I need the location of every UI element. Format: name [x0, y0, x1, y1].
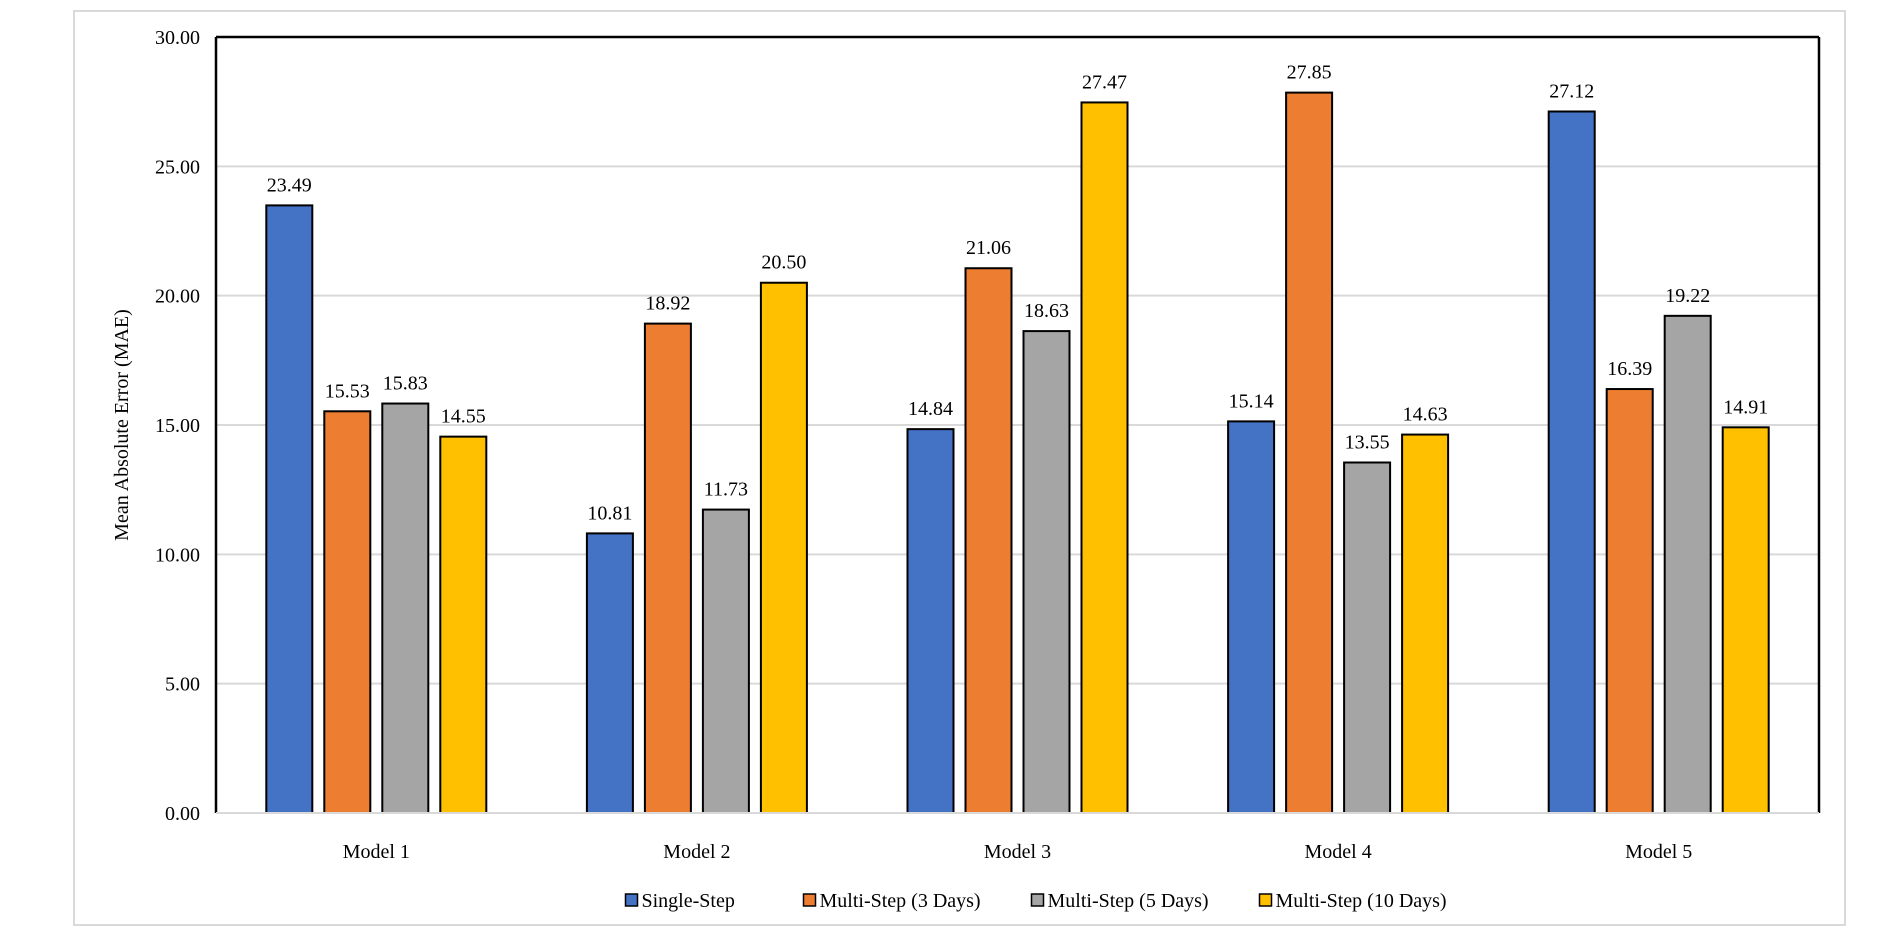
bar	[1547, 110, 1596, 815]
bar	[1227, 420, 1276, 814]
x-tick-label: Model 2	[663, 841, 730, 863]
y-tick-label: 30.00	[155, 27, 200, 49]
x-tick-label: Model 5	[1625, 841, 1692, 863]
legend-label: Multi-Step (10 Days)	[1276, 890, 1447, 912]
data-labels: 23.49 15.53 15.83 14.55 10.81 18.92 11.73 20.50…	[267, 62, 1768, 525]
data-label: 14.84	[908, 398, 953, 420]
bar	[1343, 461, 1392, 814]
y-tick-label: 25.00	[155, 156, 200, 178]
y-tick-label: 0.00	[165, 803, 200, 825]
x-tick-label: Model 4	[1304, 841, 1371, 863]
data-label: 27.12	[1549, 80, 1594, 102]
bar	[759, 281, 808, 814]
legend-swatch	[1030, 893, 1045, 907]
axes: 0.00 5.00 10.00 15.00 20.00 25.00 30.00 Model 1…	[155, 27, 1821, 863]
y-axis-title: Mean Absolute Error (MAE)	[111, 309, 133, 541]
y-tick-label: 5.00	[165, 674, 200, 696]
data-label: 15.53	[325, 380, 370, 402]
bar	[1022, 330, 1071, 814]
bar	[265, 204, 314, 814]
legend-swatch	[1258, 893, 1273, 907]
bar	[964, 267, 1013, 814]
data-label: 14.63	[1403, 404, 1448, 426]
data-label: 13.55	[1345, 432, 1390, 454]
data-label: 18.92	[645, 293, 690, 315]
chart-frame	[73, 10, 1846, 926]
legend: Single-Step Multi-Step (3 Days) Multi-Step…	[624, 890, 1447, 912]
data-label: 11.73	[704, 479, 748, 501]
bar	[906, 428, 955, 814]
bar	[1285, 91, 1334, 814]
data-label: 27.85	[1287, 62, 1332, 84]
bar	[323, 410, 372, 814]
bars	[265, 91, 1770, 815]
data-label: 15.14	[1229, 390, 1274, 412]
data-label: 23.49	[267, 174, 312, 196]
bar	[381, 402, 430, 814]
data-label: 21.06	[966, 237, 1011, 259]
data-label: 14.55	[441, 406, 486, 428]
bar	[439, 435, 488, 814]
bar	[1080, 101, 1129, 814]
y-tick-label: 10.00	[155, 544, 200, 566]
bar	[1721, 426, 1770, 814]
bar	[1605, 388, 1654, 814]
legend-swatch	[624, 893, 639, 907]
data-label: 15.83	[383, 373, 428, 395]
data-label: 20.50	[761, 252, 806, 274]
data-label: 10.81	[587, 502, 632, 524]
x-tick-label: Model 1	[343, 841, 410, 863]
bar	[643, 322, 692, 814]
legend-label: Multi-Step (3 Days)	[820, 890, 981, 912]
y-tick-label: 20.00	[155, 286, 200, 308]
legend-swatch	[802, 893, 817, 907]
bar	[1663, 314, 1712, 814]
legend-label: Single-Step	[642, 890, 735, 912]
data-label: 18.63	[1024, 300, 1069, 322]
y-tick-label: 15.00	[155, 415, 200, 437]
data-label: 16.39	[1607, 358, 1652, 380]
bar	[701, 508, 750, 814]
data-label: 19.22	[1665, 285, 1710, 307]
bar	[1401, 433, 1450, 814]
data-label: 14.91	[1723, 396, 1768, 418]
data-label: 27.47	[1082, 71, 1127, 93]
bar	[585, 532, 634, 814]
legend-label: Multi-Step (5 Days)	[1048, 890, 1209, 912]
x-tick-label: Model 3	[984, 841, 1051, 863]
